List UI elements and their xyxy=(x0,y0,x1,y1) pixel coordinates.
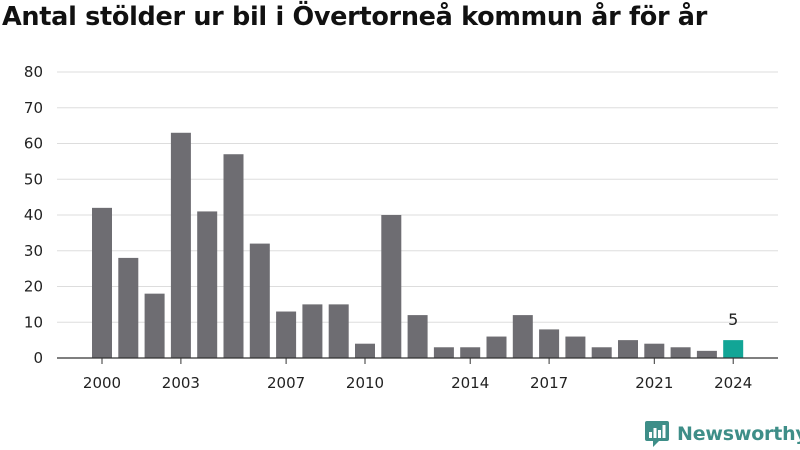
x-tick-label: 2021 xyxy=(635,374,673,392)
x-tick-label: 2014 xyxy=(451,374,489,392)
newsworthy-logo-icon xyxy=(645,421,669,447)
y-tick-label: 80 xyxy=(24,63,43,81)
y-tick-label: 20 xyxy=(24,278,43,296)
bar-2011 xyxy=(381,215,402,358)
bar-2012 xyxy=(407,315,428,358)
bar-2021 xyxy=(644,343,665,358)
x-tick-label: 2017 xyxy=(530,374,568,392)
x-tick-label: 2003 xyxy=(162,374,200,392)
bar-2020 xyxy=(618,340,638,358)
y-tick-label: 10 xyxy=(24,313,43,331)
y-tick-label: 70 xyxy=(24,99,43,117)
bar-2001 xyxy=(118,257,139,358)
bar-2005 xyxy=(223,154,244,358)
bar-2013 xyxy=(433,347,454,358)
bar-2008 xyxy=(302,304,323,358)
x-tick-label: 2024 xyxy=(714,374,752,392)
data-labels: 5 xyxy=(728,310,738,329)
bar-2015 xyxy=(486,336,507,358)
gridlines xyxy=(57,71,778,323)
y-axis-ticks: 0 10 20 30 40 50 60 70 80 xyxy=(24,63,43,367)
y-tick-label: 0 xyxy=(33,349,43,367)
y-tick-label: 50 xyxy=(24,170,43,188)
bar-2019 xyxy=(591,347,612,358)
bar-2018 xyxy=(565,336,586,358)
bar-2023 xyxy=(696,350,717,358)
bar-2016 xyxy=(512,315,533,358)
x-tick-label: 2007 xyxy=(267,374,305,392)
x-tick-label: 2010 xyxy=(346,374,384,392)
y-tick-label: 40 xyxy=(24,206,43,224)
bar-2014 xyxy=(460,347,481,358)
bar-2009 xyxy=(328,304,349,358)
chart-title: Antal stölder ur bil i Övertorneå kommun… xyxy=(2,2,707,32)
x-tick-label: 2000 xyxy=(83,374,121,392)
bar-2003 xyxy=(170,132,191,358)
bar-2010 xyxy=(355,343,375,358)
bar-2004 xyxy=(197,211,218,358)
bar-2024 xyxy=(723,340,744,358)
x-axis-ticks: 2000 2003 2007 2010 2014 2017 2021 2024 xyxy=(57,357,778,392)
bar-2022 xyxy=(670,347,691,358)
data-label-2024: 5 xyxy=(728,310,738,329)
brand: Newsworthy xyxy=(644,420,800,448)
bar-2017 xyxy=(539,329,560,358)
bar-2006 xyxy=(249,243,270,358)
bar-2002 xyxy=(144,293,165,358)
y-tick-label: 30 xyxy=(24,242,43,260)
bar-2000 xyxy=(92,207,112,358)
brand-name: Newsworthy xyxy=(677,423,800,445)
bars xyxy=(92,132,744,358)
bar-2007 xyxy=(276,311,297,358)
y-tick-label: 60 xyxy=(24,135,43,153)
